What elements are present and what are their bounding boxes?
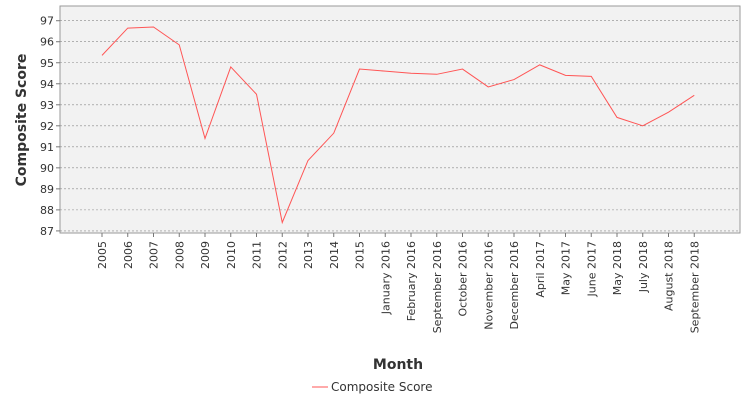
- data-point: [255, 93, 257, 95]
- x-tick-label: February 2016: [405, 241, 418, 321]
- x-tick-label: May 2018: [611, 241, 624, 295]
- data-point: [539, 64, 541, 66]
- y-axis: 87 88 89 90 91 92 93 94 95 96 97: [40, 15, 60, 238]
- x-tick-label: 2008: [173, 241, 186, 269]
- data-point: [564, 74, 566, 76]
- x-tick-label: May 2017: [560, 241, 573, 295]
- x-tick-label: 2007: [148, 241, 161, 269]
- y-tick-label: 88: [40, 204, 54, 217]
- data-point: [384, 70, 386, 72]
- x-tick-label: 2010: [225, 241, 238, 269]
- x-tick-label: November 2016: [482, 241, 495, 330]
- data-point: [436, 73, 438, 75]
- grid-lines: [60, 20, 740, 232]
- x-tick-label: January 2016: [379, 241, 392, 315]
- x-tick-label: 2006: [122, 241, 135, 269]
- data-point: [358, 68, 360, 70]
- y-tick-label: 93: [40, 99, 54, 112]
- x-tick-label: June 2017: [585, 241, 598, 297]
- x-tick-label: October 2016: [457, 241, 470, 317]
- x-tick-label: 2012: [276, 241, 289, 269]
- y-tick-label: 94: [40, 78, 54, 91]
- data-point: [178, 44, 180, 46]
- data-point: [461, 68, 463, 70]
- x-tick-label: September 2016: [431, 241, 444, 333]
- x-tick-label: April 2017: [534, 241, 547, 298]
- y-tick-label: 89: [40, 183, 54, 196]
- y-axis-title: Composite Score: [14, 54, 30, 187]
- y-tick-label: 97: [40, 15, 54, 28]
- data-point: [204, 137, 206, 139]
- data-point: [616, 116, 618, 118]
- y-tick-label: 96: [40, 36, 54, 49]
- series-layer: [101, 26, 695, 225]
- data-point: [127, 27, 129, 29]
- data-point: [101, 54, 103, 56]
- data-point: [667, 111, 669, 113]
- series-line-composite-score: [101, 26, 695, 225]
- legend-label: Composite Score: [331, 380, 432, 394]
- data-point: [230, 66, 232, 68]
- data-point: [513, 78, 515, 80]
- x-tick-label: 2013: [302, 241, 315, 269]
- data-point: [281, 221, 283, 223]
- x-tick-label: 2015: [354, 241, 367, 269]
- x-tick-label: 2011: [251, 241, 264, 269]
- y-tick-label: 92: [40, 120, 54, 133]
- plot-background: [59, 5, 741, 234]
- x-tick-label: 2014: [328, 241, 341, 269]
- legend: Composite Score: [312, 380, 432, 394]
- data-point: [590, 75, 592, 77]
- y-tick-label: 90: [40, 162, 54, 175]
- y-tick-label: 95: [40, 57, 54, 70]
- x-tick-label: December 2016: [508, 241, 521, 330]
- data-point: [487, 86, 489, 88]
- y-tick-label: 87: [40, 225, 54, 238]
- x-axis-title: Month: [373, 357, 423, 373]
- x-tick-label: July 2018: [637, 241, 650, 293]
- x-tick-label: September 2018: [688, 241, 701, 333]
- x-axis: 2005 2006 2007 2008 2009 2010 2011 2012 2013 2014…: [96, 233, 701, 333]
- data-point: [693, 94, 695, 96]
- data-point: [333, 132, 335, 134]
- data-point: [152, 26, 154, 28]
- y-tick-label: 91: [40, 141, 54, 154]
- data-point: [307, 159, 309, 161]
- data-point: [410, 72, 412, 74]
- x-tick-label: August 2018: [663, 241, 676, 311]
- x-tick-label: 2005: [96, 241, 109, 269]
- data-point: [642, 125, 644, 127]
- x-tick-label: 2009: [199, 241, 212, 269]
